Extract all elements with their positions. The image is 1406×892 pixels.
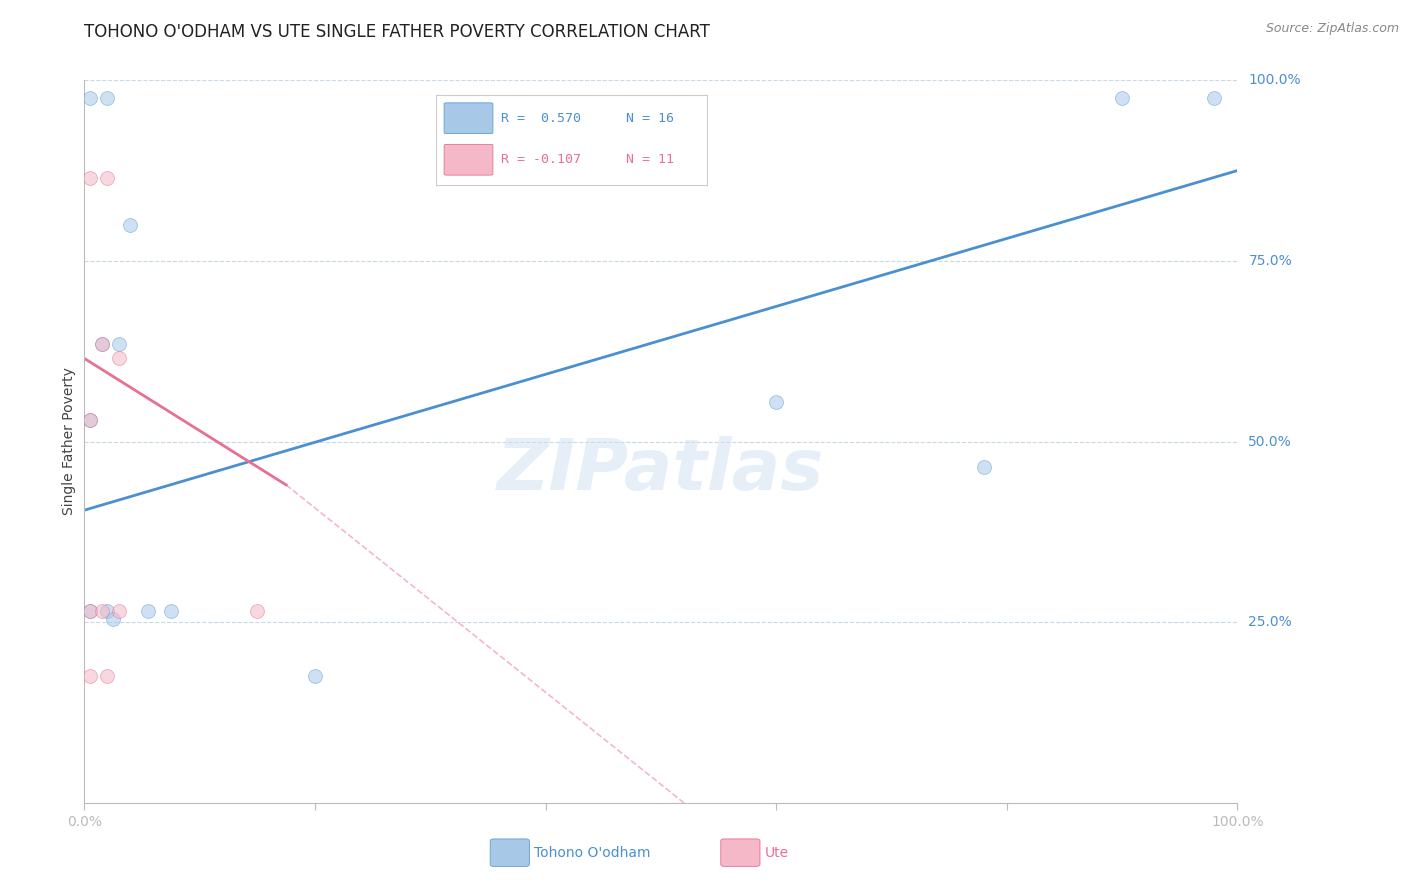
Point [765,394,787,409]
Point [79,604,101,618]
Point [108,604,131,618]
Point [136,604,159,618]
Point [79,604,101,618]
Text: Tohono O'odham: Tohono O'odham [534,846,651,860]
Point [304,669,326,683]
Point [90,337,112,351]
Text: TOHONO O'ODHAM VS UTE SINGLE FATHER POVERTY CORRELATION CHART: TOHONO O'ODHAM VS UTE SINGLE FATHER POVE… [84,22,710,40]
Text: Source: ZipAtlas.com: Source: ZipAtlas.com [1265,22,1399,36]
Point [79,170,101,185]
Point [1111,91,1133,105]
Point [96,604,118,618]
FancyBboxPatch shape [721,838,761,866]
Point [973,459,995,474]
Point [79,91,101,105]
Point [90,604,112,618]
FancyBboxPatch shape [491,838,530,866]
Point [96,91,118,105]
Text: 25.0%: 25.0% [1249,615,1292,629]
Point [79,413,101,427]
Point [79,413,101,427]
Text: 75.0%: 75.0% [1249,254,1292,268]
Point [120,218,142,232]
Point [90,337,112,351]
Text: 100.0%: 100.0% [1249,73,1301,87]
Point [160,604,183,618]
Point [103,611,124,625]
Text: ZIPatlas: ZIPatlas [498,436,824,505]
Point [79,669,101,683]
Point [96,669,118,683]
Text: Ute: Ute [765,846,789,860]
Point [108,337,131,351]
Point [246,604,269,618]
Point [1204,91,1226,105]
Text: 50.0%: 50.0% [1249,434,1292,449]
Point [96,170,118,185]
Y-axis label: Single Father Poverty: Single Father Poverty [62,368,76,516]
Point [108,351,131,366]
